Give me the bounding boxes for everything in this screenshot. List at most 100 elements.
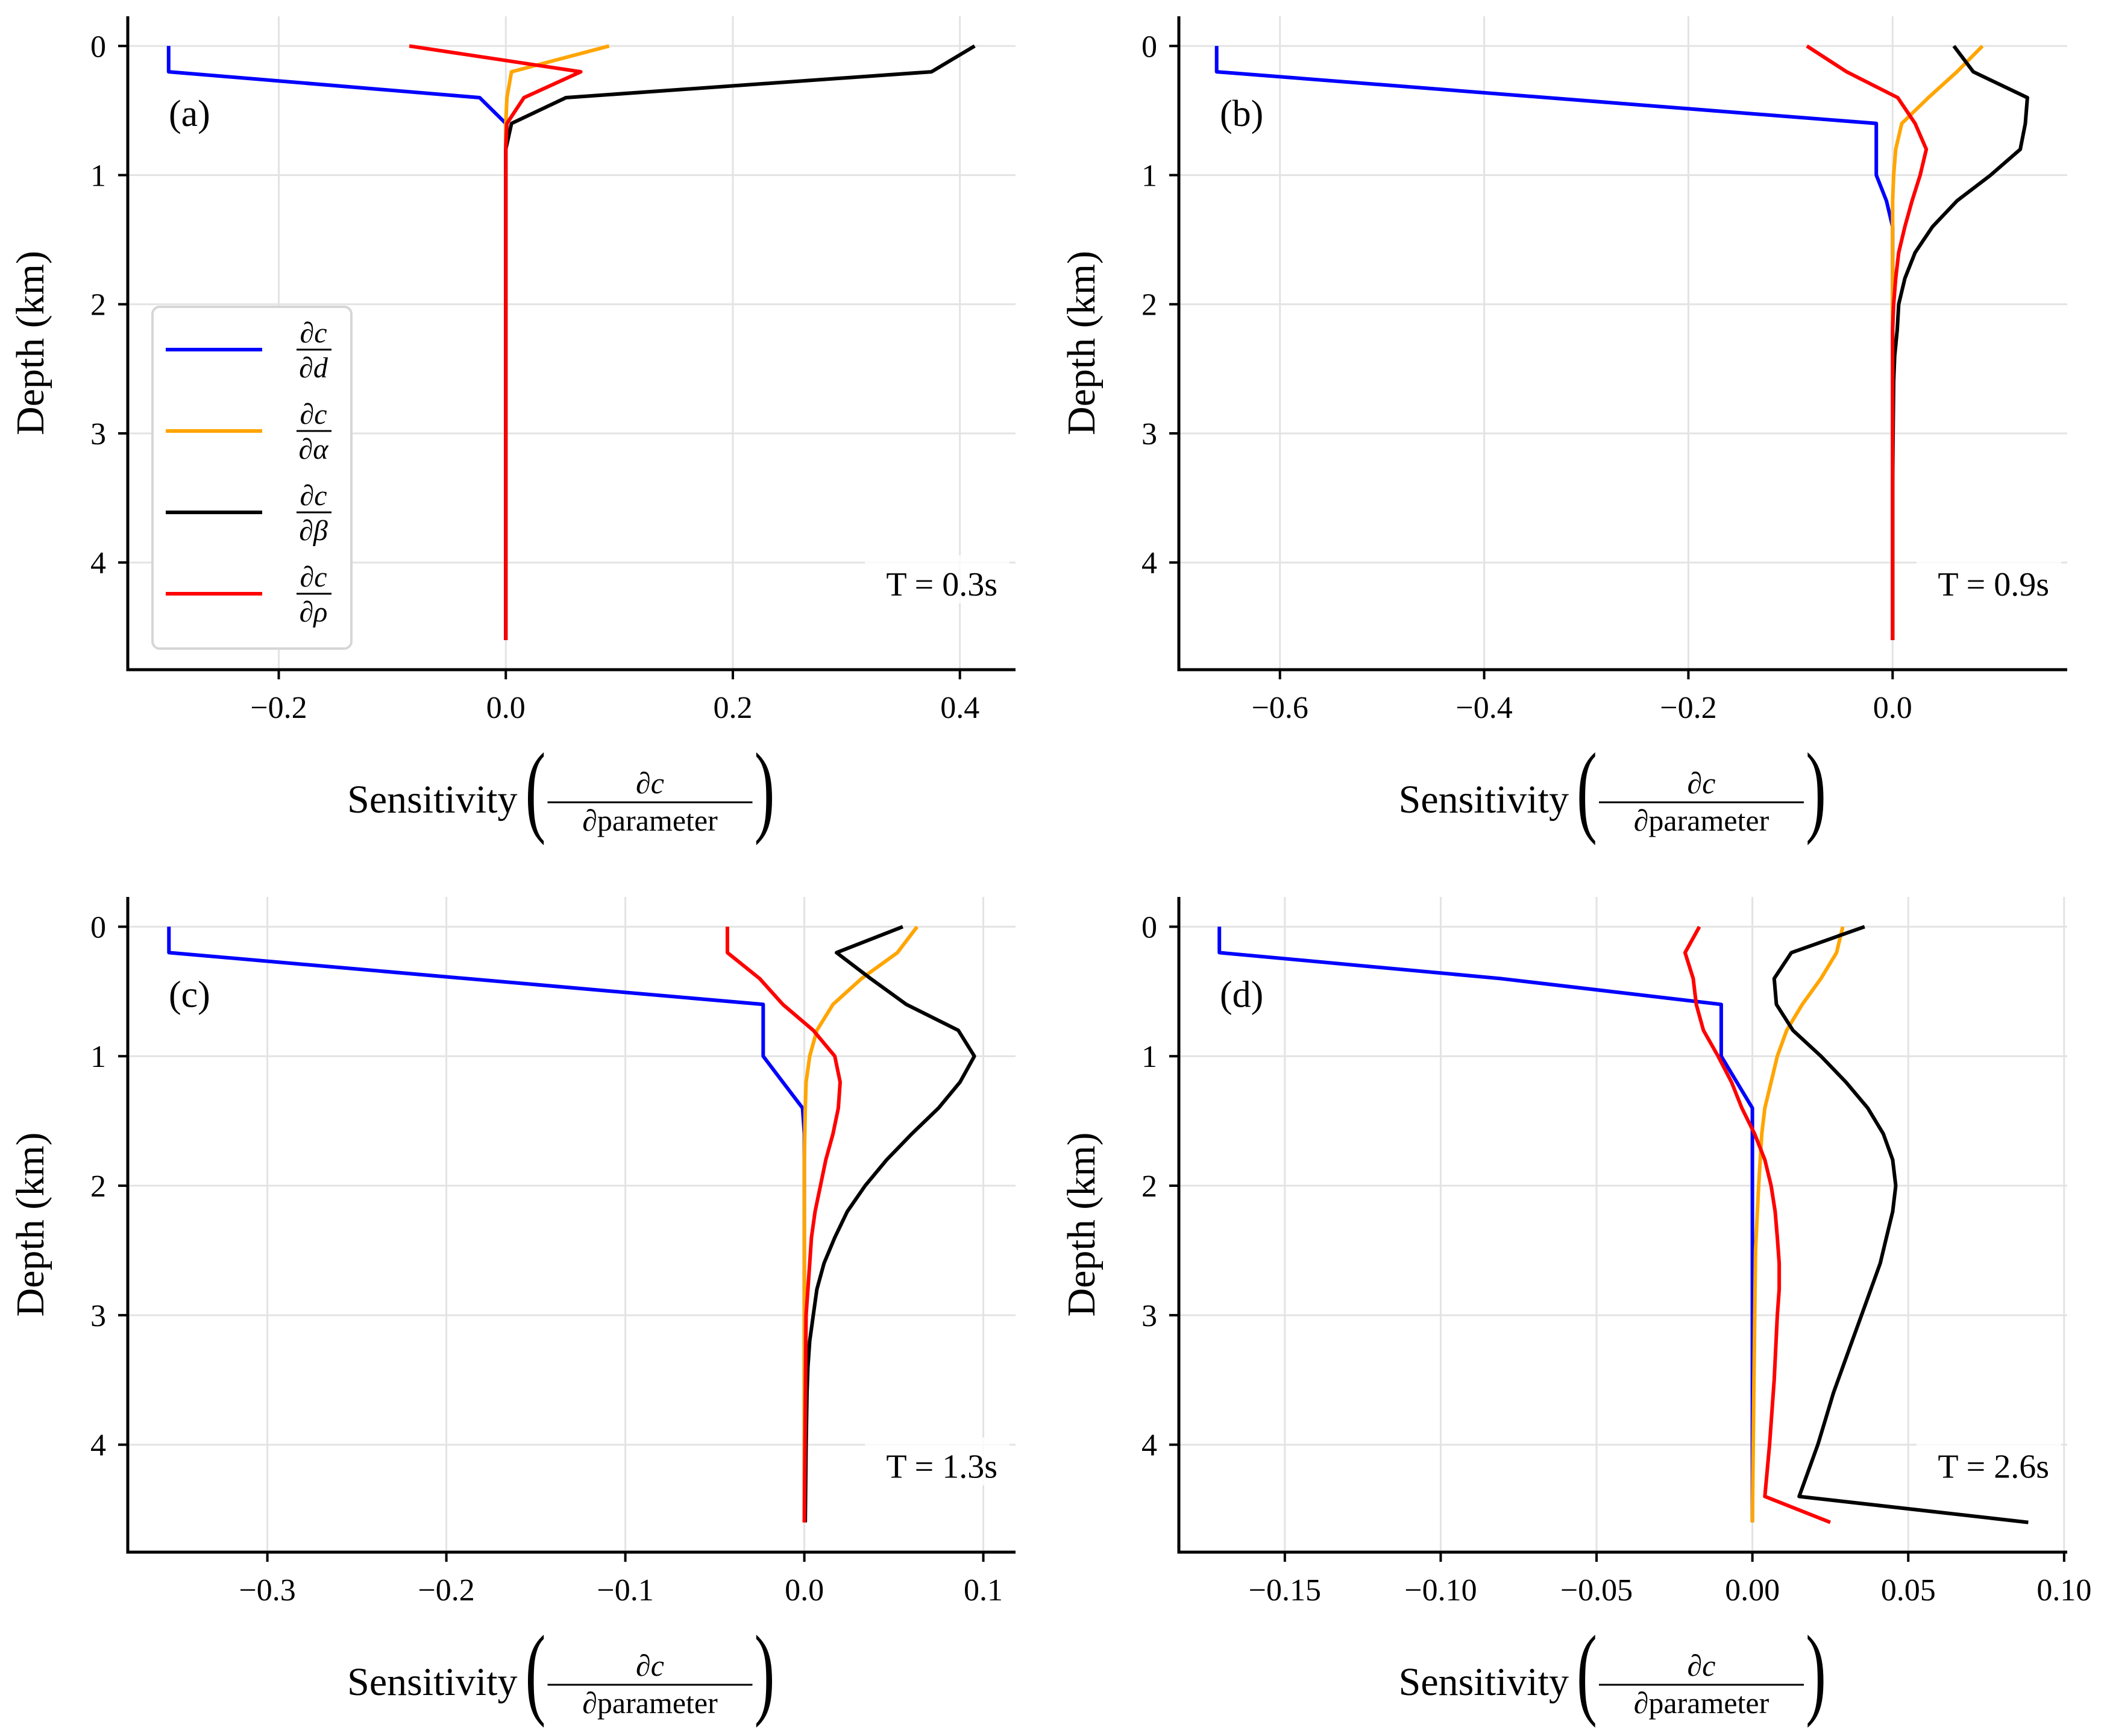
y-tick-label: 2	[90, 1169, 106, 1204]
x-label-denominator: ∂parameter	[582, 804, 718, 837]
series-line-3	[1683, 925, 1832, 1524]
legend-denominator: ∂d	[299, 352, 328, 384]
y-tick-label: 2	[90, 288, 106, 322]
period-annotation: T = 0.9s	[1938, 566, 2049, 603]
y-tick-label: 3	[90, 417, 106, 451]
right-paren-glyph: )	[755, 1615, 775, 1729]
series-line-3	[725, 926, 842, 1523]
y-tick-label: 1	[1141, 159, 1157, 193]
legend-denominator: ∂ρ	[300, 596, 328, 628]
panel-c: −0.3 −0.2 −0.1 0.0 0.1 0 1 2 3 4 Depth (km) Sensiti…	[8, 897, 1016, 1729]
series-line-2	[803, 925, 976, 1523]
annotation-background	[1917, 1437, 2061, 1486]
x-tick-label: 0.0	[785, 1573, 824, 1608]
series-line-2	[1772, 925, 2029, 1524]
y-tick-label: 2	[1141, 288, 1157, 322]
legend-numerator: ∂c	[300, 317, 327, 349]
period-annotation: T = 1.3s	[886, 1448, 997, 1486]
left-paren-glyph: (	[1577, 733, 1597, 846]
right-paren-glyph: )	[1806, 1615, 1826, 1729]
left-paren-glyph: (	[1577, 1615, 1597, 1729]
x-tick-label: −0.2	[418, 1573, 474, 1608]
x-tick-label: 0.1	[964, 1573, 1003, 1608]
right-paren-glyph: )	[1806, 733, 1826, 846]
x-axis-label: Sensitivity	[1399, 1660, 1569, 1704]
legend-box	[151, 306, 353, 650]
annotation-background	[865, 555, 1010, 604]
x-label-denominator: ∂parameter	[582, 1686, 718, 1720]
y-tick-label: 4	[90, 546, 106, 580]
x-tick-label: −0.2	[250, 691, 307, 725]
x-tick-label: −0.1	[597, 1573, 653, 1608]
y-axis-label: Depth (km)	[1060, 1132, 1104, 1316]
y-tick-label: 4	[1141, 546, 1157, 580]
y-tick-label: 0	[1141, 910, 1157, 945]
x-label-numerator: ∂c	[1688, 1649, 1716, 1682]
x-label-denominator: ∂parameter	[1634, 804, 1769, 837]
x-axis-label: Sensitivity	[1399, 778, 1569, 822]
y-tick-label: 0	[90, 30, 106, 64]
series-line-2	[1891, 45, 2029, 640]
legend-numerator: ∂c	[300, 480, 327, 512]
legend-numerator: ∂c	[300, 561, 327, 593]
x-tick-label: 0.0	[486, 691, 526, 725]
panel-d: −0.15 −0.10 −0.05 0.00 0.05 0.10 0 1 2 3 4 Depth (k…	[1060, 897, 2091, 1729]
y-axis-label: Depth (km)	[1060, 251, 1104, 435]
x-tick-label: 0.0	[1873, 691, 1912, 725]
legend: ∂c∂d∂c∂α∂c∂β∂c∂ρ	[151, 306, 353, 650]
series-line-3	[409, 44, 583, 640]
x-tick-label: 0.00	[1725, 1573, 1780, 1608]
x-label-numerator: ∂c	[636, 766, 664, 800]
y-tick-label: 4	[1141, 1429, 1157, 1463]
y-tick-label: 3	[90, 1299, 106, 1333]
y-tick-label: 1	[90, 1040, 106, 1074]
series-line-2	[504, 44, 976, 640]
x-tick-label: −0.3	[239, 1573, 295, 1608]
annotation-background	[865, 1437, 1010, 1486]
left-paren-glyph: (	[526, 1615, 546, 1729]
x-tick-label: 0.10	[2036, 1573, 2091, 1608]
y-tick-label: 4	[90, 1429, 106, 1463]
y-tick-label: 1	[1141, 1040, 1157, 1074]
series-line-1	[802, 925, 919, 1523]
panel-label: (c)	[169, 975, 210, 1016]
x-axis-label: Sensitivity	[347, 778, 517, 822]
panel-label: (a)	[169, 93, 210, 134]
y-tick-label: 3	[1141, 1299, 1157, 1333]
y-tick-label: 2	[1141, 1169, 1157, 1204]
panel-b: −0.6 −0.4 −0.2 0.0 0 1 2 3 4 Depth (km) Sensitivit…	[1060, 16, 2067, 846]
x-tick-label: 0.2	[713, 691, 752, 725]
y-tick-label: 0	[90, 910, 106, 945]
y-axis-label: Depth (km)	[8, 1132, 52, 1316]
legend-denominator: ∂β	[299, 515, 328, 547]
series-line-0	[167, 926, 806, 1523]
y-tick-label: 3	[1141, 417, 1157, 451]
x-tick-label: −0.15	[1249, 1573, 1321, 1608]
x-axis-label: Sensitivity	[347, 1660, 517, 1704]
series-line-1	[1750, 926, 1845, 1523]
right-paren-glyph: )	[755, 733, 775, 846]
series-line-0	[1217, 926, 1754, 1523]
series-line-3	[1806, 44, 1929, 640]
x-tick-label: −0.10	[1404, 1573, 1477, 1608]
panel-label: (b)	[1220, 93, 1263, 134]
panel-label: (d)	[1220, 975, 1263, 1016]
x-tick-label: 0.4	[940, 691, 979, 725]
x-label-numerator: ∂c	[636, 1649, 664, 1682]
x-tick-label: −0.4	[1455, 691, 1512, 725]
series-line-1	[504, 44, 610, 640]
left-paren-glyph: (	[526, 733, 546, 846]
x-tick-label: −0.05	[1560, 1573, 1633, 1608]
period-annotation: T = 0.3s	[886, 566, 997, 603]
x-label-denominator: ∂parameter	[1634, 1686, 1769, 1720]
y-tick-label: 1	[90, 159, 106, 193]
x-label-numerator: ∂c	[1688, 766, 1716, 800]
legend-denominator: ∂α	[299, 433, 329, 465]
series-line-0	[1214, 46, 1895, 640]
period-annotation: T = 2.6s	[1938, 1448, 2049, 1486]
series-line-1	[1891, 45, 1984, 640]
y-tick-label: 0	[1141, 30, 1157, 64]
x-tick-label: −0.6	[1252, 691, 1308, 725]
